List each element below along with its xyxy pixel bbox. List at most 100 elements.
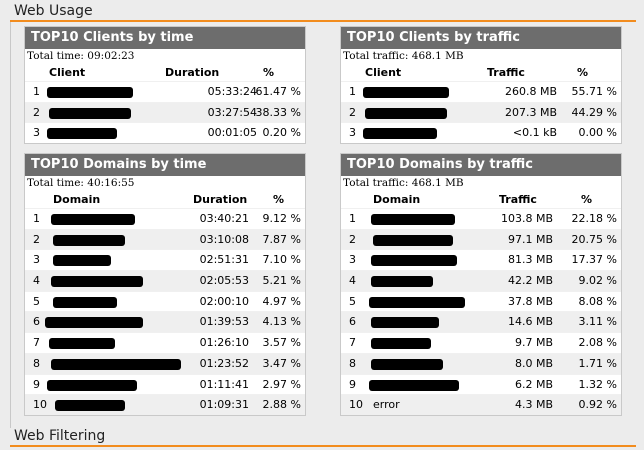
table-row: 10 01:09:31 2.88 % (25, 394, 305, 415)
row-rank: 4 (349, 274, 356, 288)
row-rank: 3 (349, 253, 356, 267)
total-time: Total time: 40:16:55 (27, 177, 135, 189)
row-percent: 8.08 % (578, 294, 617, 308)
row-traffic: <0.1 kB (512, 126, 557, 140)
table-row: 4 02:05:53 5.21 % (25, 270, 305, 291)
column-headers: Domain Duration % (25, 191, 305, 208)
row-percent: 0.92 % (578, 398, 617, 412)
redacted-domain-name (45, 317, 143, 329)
row-rank: 1 (33, 85, 40, 98)
table-row: 5 02:00:10 4.97 % (25, 290, 305, 312)
row-rank: 4 (33, 274, 40, 288)
panel-title: TOP10 Clients by traffic (341, 27, 621, 49)
redacted-client-name (363, 128, 437, 140)
table-row: 10 error 4.3 MB 0.92 % (341, 394, 621, 415)
column-header-domain: Domain (373, 193, 421, 206)
table-row: 3 02:51:31 7.10 % (25, 249, 305, 270)
section-title-web-usage: Web Usage (14, 3, 93, 19)
panel-title: TOP10 Clients by time (25, 27, 305, 49)
redacted-domain-name (51, 358, 181, 370)
table-row: 1 260.8 MB 55.71 % (341, 81, 621, 102)
panel-domains-by-time: TOP10 Domains by time Total time: 40:16:… (24, 153, 306, 416)
table-row: 3 <0.1 kB 0.00 % (341, 122, 621, 143)
row-percent: 22.18 % (571, 212, 617, 225)
row-percent: 9.02 % (578, 274, 617, 288)
row-rank: 6 (33, 315, 40, 329)
table-row: 3 00:01:05 0.20 % (25, 122, 305, 143)
row-rank: 7 (33, 336, 40, 350)
row-rank: 1 (33, 212, 40, 225)
row-percent: 1.32 % (578, 377, 617, 391)
row-percent: 1.71 % (578, 356, 617, 370)
table-row: 2 03:27:54 38.33 % (25, 101, 305, 123)
redacted-client-name (49, 107, 131, 119)
column-header-percent: % (581, 193, 593, 206)
table-row: 1 03:40:21 9.12 % (25, 208, 305, 229)
column-header-client: Client (49, 66, 86, 79)
row-rank: 8 (33, 356, 40, 370)
table-row: 2 03:10:08 7.87 % (25, 228, 305, 250)
table-row: 6 14.6 MB 3.11 % (341, 311, 621, 333)
column-header-traffic: Traffic (487, 66, 525, 79)
row-rank: 7 (349, 336, 356, 350)
row-traffic: 103.8 MB (500, 212, 553, 225)
row-rank: 5 (33, 294, 40, 308)
column-header-duration: Duration (165, 66, 220, 79)
row-rank: 1 (349, 212, 356, 225)
panel-domains-by-traffic: TOP10 Domains by traffic Total traffic: … (340, 153, 622, 416)
row-duration: 02:00:10 (199, 294, 249, 308)
row-percent: 9.12 % (262, 212, 301, 225)
row-rank: 10 (33, 398, 47, 412)
table-row: 3 81.3 MB 17.37 % (341, 249, 621, 270)
table-row: 7 9.7 MB 2.08 % (341, 332, 621, 353)
row-percent: 3.11 % (578, 315, 617, 329)
redacted-domain-name (371, 338, 431, 350)
row-percent: 17.37 % (571, 253, 617, 267)
panel-title: TOP10 Domains by time (25, 154, 305, 176)
row-traffic: 260.8 MB (504, 85, 557, 98)
redacted-client-name (47, 87, 133, 98)
row-duration: 00:01:05 (207, 126, 257, 140)
row-percent: 7.10 % (262, 253, 301, 267)
table-row: 2 97.1 MB 20.75 % (341, 228, 621, 250)
table-row: 9 01:11:41 2.97 % (25, 373, 305, 395)
row-percent: 0.20 % (262, 126, 301, 140)
row-rank: 5 (349, 294, 356, 308)
redacted-client-name (47, 128, 117, 140)
table-body: 1 03:40:21 9.12 % 2 03:10:08 7.87 % 3 02… (25, 208, 305, 415)
row-traffic: 14.6 MB (507, 315, 553, 329)
table-body: 1 103.8 MB 22.18 % 2 97.1 MB 20.75 % 3 8… (341, 208, 621, 415)
redacted-domain-name (371, 317, 439, 329)
row-traffic: 81.3 MB (507, 253, 553, 267)
total-time: Total time: 09:02:23 (27, 50, 135, 62)
row-duration: 03:40:21 (199, 212, 249, 225)
row-percent: 0.00 % (578, 126, 617, 140)
row-duration: 03:27:54 (207, 105, 257, 119)
row-traffic: 8.0 MB (514, 356, 553, 370)
redacted-domain-name (369, 379, 459, 391)
table-row: 1 103.8 MB 22.18 % (341, 208, 621, 229)
redacted-domain-name (47, 379, 137, 391)
row-rank: 6 (349, 315, 356, 329)
row-rank: 3 (33, 253, 40, 267)
row-traffic: 37.8 MB (507, 294, 553, 308)
row-traffic: 4.3 MB (514, 398, 553, 412)
column-header-percent: % (577, 66, 589, 79)
redacted-domain-name (371, 214, 455, 225)
panel-title: TOP10 Domains by traffic (341, 154, 621, 176)
redacted-domain-name (53, 296, 117, 308)
redacted-client-name (363, 87, 449, 98)
redacted-domain-name (49, 338, 115, 350)
row-percent: 2.08 % (578, 336, 617, 350)
row-duration: 05:33:24 (207, 85, 257, 98)
redacted-domain-name (371, 255, 457, 267)
row-rank: 2 (349, 105, 356, 119)
row-traffic: 9.7 MB (514, 336, 553, 350)
table-row: 1 05:33:24 61.47 % (25, 81, 305, 102)
row-rank: 2 (33, 105, 40, 119)
row-duration: 01:11:41 (199, 377, 249, 391)
row-percent: 38.33 % (255, 105, 301, 119)
redacted-domain-name (55, 400, 125, 412)
section-border (10, 22, 11, 428)
section-divider (10, 20, 636, 22)
